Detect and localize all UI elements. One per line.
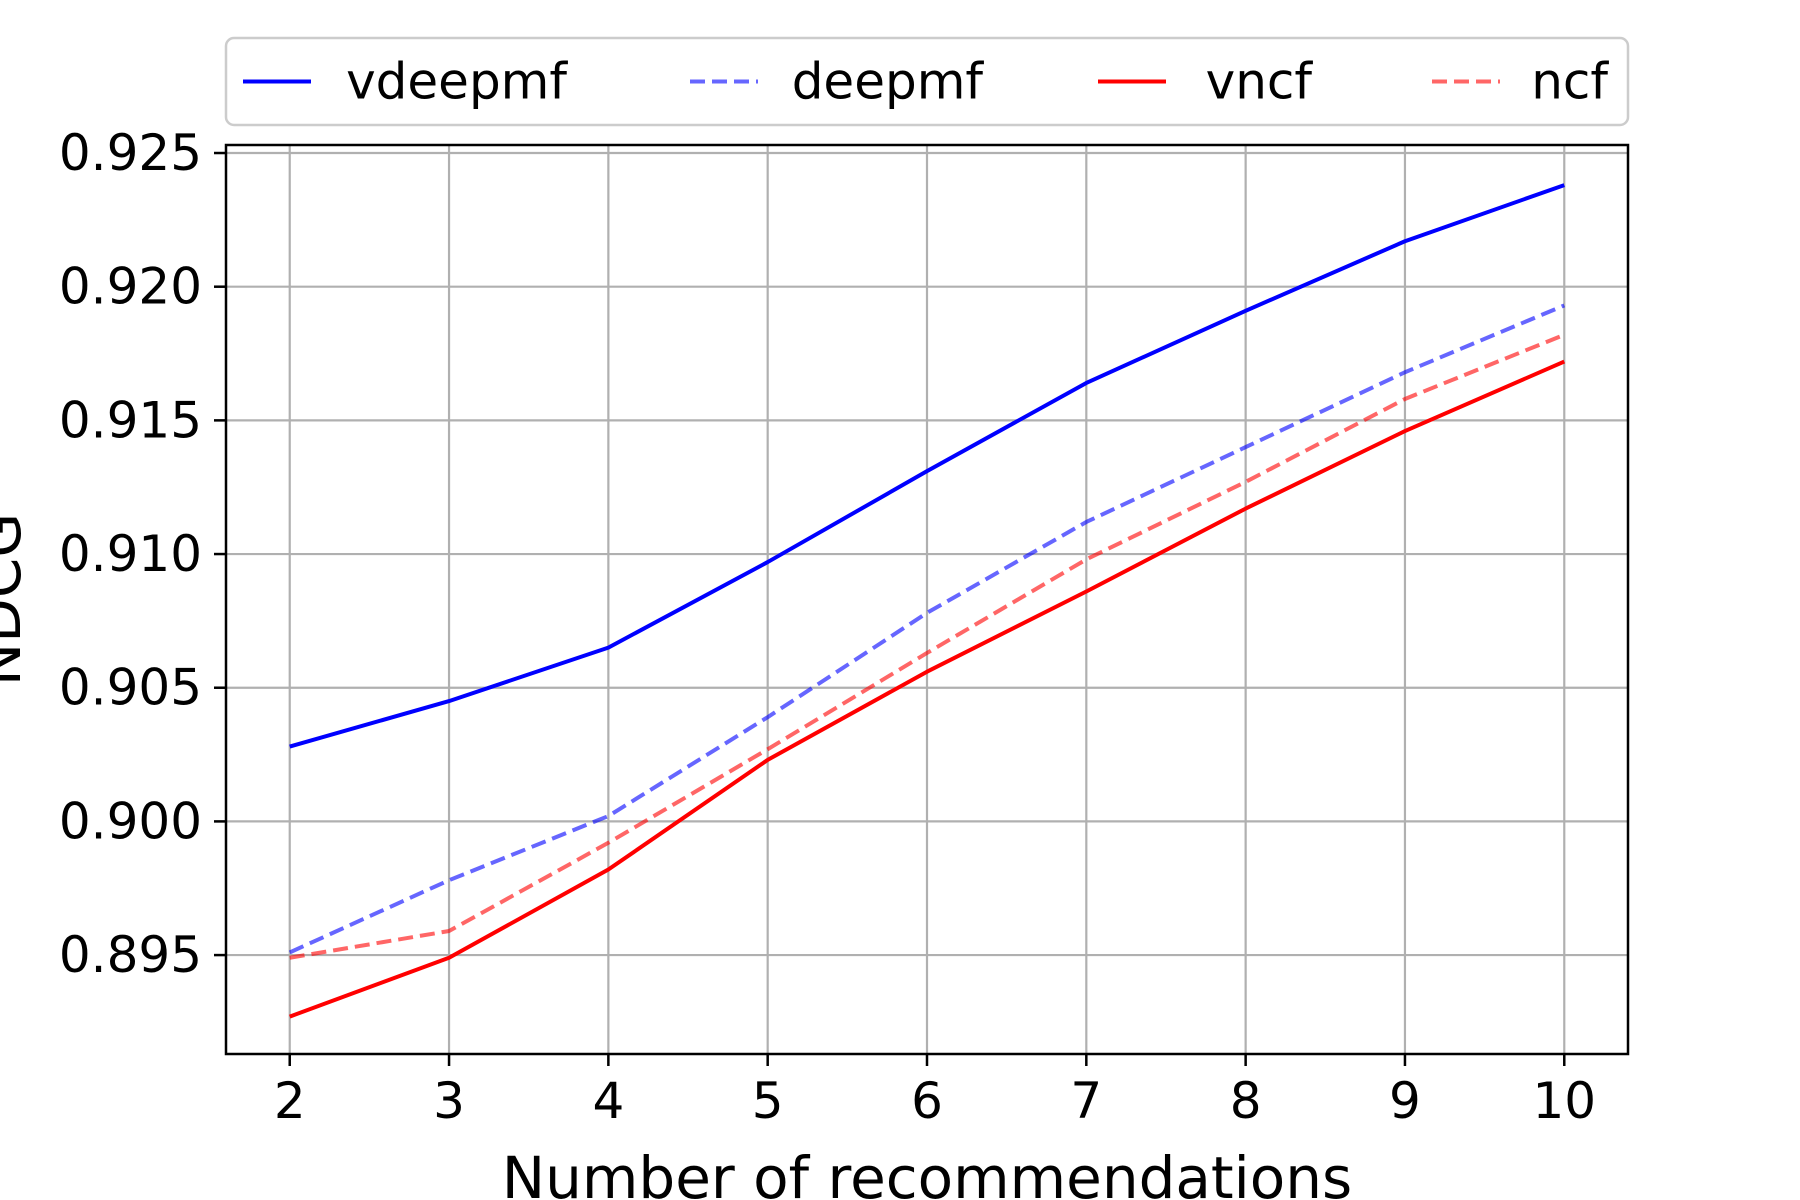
x-tick-label: 9 (1389, 1072, 1421, 1130)
legend: vdeepmf deepmf vncf ncf (224, 36, 1630, 127)
legend-box (224, 36, 1630, 127)
x-tick-label: 3 (433, 1072, 465, 1130)
series-line-deepmf (288, 303, 1566, 955)
legend-label-vdeepmf: vdeepmf (346, 53, 568, 111)
y-tick-label: 0.920 (59, 258, 202, 316)
legend-label-ncf: ncf (1531, 53, 1609, 111)
x-tick-label: 2 (274, 1072, 306, 1130)
plot-lines (288, 183, 1566, 1019)
x-tick-label: 5 (752, 1072, 784, 1130)
x-tick-label: 4 (592, 1072, 624, 1130)
series-line-vncf (289, 359, 1566, 1019)
legend-label-vncf: vncf (1206, 53, 1314, 111)
x-axis-label: Number of recommendations (502, 1144, 1353, 1200)
y-tick-label: 0.915 (59, 391, 202, 449)
x-tick-label: 8 (1230, 1072, 1262, 1130)
series-line-vdeepmf (289, 183, 1565, 749)
y-tick-label: 0.925 (59, 124, 202, 182)
legend-label-deepmf: deepmf (792, 53, 985, 111)
y-tick-label: 0.905 (59, 659, 202, 717)
x-tick-label: 6 (911, 1072, 943, 1130)
x-tick-label: 10 (1532, 1072, 1596, 1130)
x-tick-label: 7 (1070, 1072, 1102, 1130)
y-tick-label: 0.895 (59, 926, 202, 984)
axis-ticks: 2 3 4 5 6 7 8 9 10 0.895 0.900 0.905 0.910 0.915 0.920… (59, 124, 1596, 1130)
grid (226, 145, 1628, 1054)
y-tick-label: 0.900 (59, 792, 202, 850)
series-line-ncf (289, 332, 1566, 960)
y-axis-label: NDCG (0, 513, 34, 687)
y-tick-label: 0.910 (59, 525, 202, 583)
